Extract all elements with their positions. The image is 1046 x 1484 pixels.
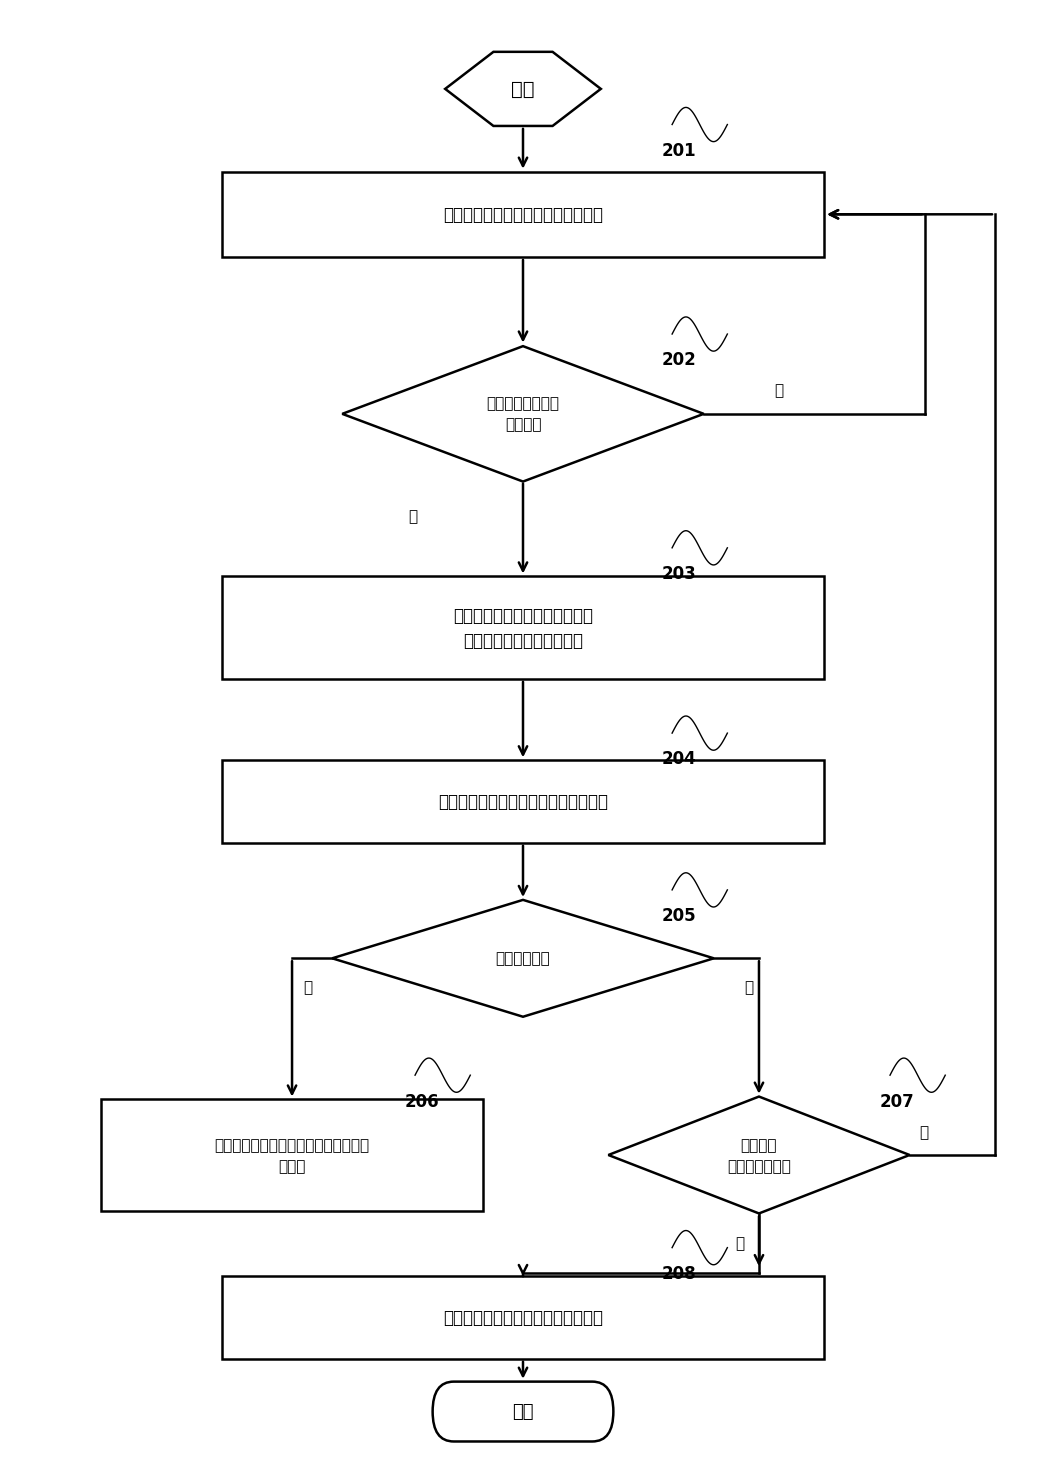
Text: 终端发起与移动通信网络的通信连接: 终端发起与移动通信网络的通信连接 [444,1309,602,1327]
Text: 终端监听短距离通信网络的信号强度: 终端监听短距离通信网络的信号强度 [444,206,602,224]
Text: 201: 201 [661,142,697,160]
Text: 204: 204 [661,749,697,769]
Bar [222,172,824,258]
FancyBboxPatch shape [433,1382,613,1441]
Text: 207: 207 [880,1092,914,1110]
Text: 是: 是 [303,979,312,994]
Text: 是: 是 [919,1125,929,1140]
Polygon shape [446,52,600,126]
Polygon shape [609,1097,910,1214]
Text: 是: 是 [408,509,417,524]
Text: 信号强度是否小于
切出门限: 信号强度是否小于 切出门限 [486,396,560,432]
Text: 主机将移动通信网络的参数通过
短距离通信方式传送给终端: 主机将移动通信网络的参数通过 短距离通信方式传送给终端 [453,607,593,650]
Text: 206: 206 [405,1092,439,1110]
Polygon shape [342,347,704,482]
Text: 208: 208 [661,1264,697,1282]
Text: 否: 否 [744,979,753,994]
Text: 结束: 结束 [513,1402,533,1420]
Polygon shape [333,901,713,1017]
Bar [101,1100,483,1211]
Text: 否: 否 [734,1236,744,1251]
Text: 202: 202 [661,352,697,370]
Bar [222,760,824,843]
Text: 终端根据参数与移动通信网络建立连接: 终端根据参数与移动通信网络建立连接 [438,792,608,810]
Text: 205: 205 [661,907,697,925]
Text: 终端接入移动通信网络，断开短距离通
信网络: 终端接入移动通信网络，断开短距离通 信网络 [214,1137,369,1174]
Text: 否: 否 [774,383,783,398]
Bar [222,577,824,680]
Text: 是否保持
短距离通信方式: 是否保持 短距离通信方式 [727,1137,791,1174]
Bar [222,1276,824,1359]
Text: 切换是否成功: 切换是否成功 [496,951,550,966]
Text: 203: 203 [661,565,697,583]
Text: 准备: 准备 [511,80,535,99]
